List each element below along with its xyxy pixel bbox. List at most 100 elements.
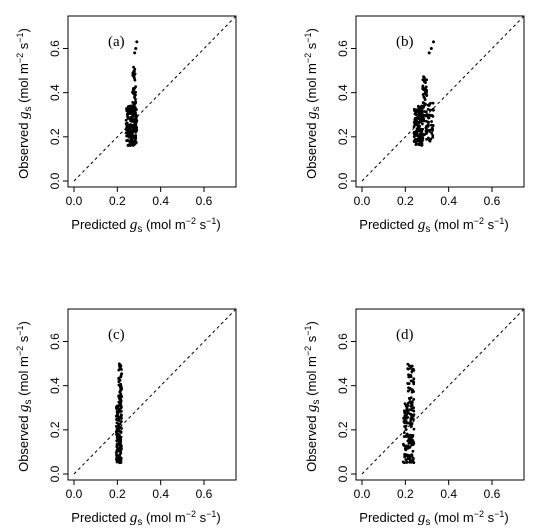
data-point: [404, 428, 408, 431]
data-point: [119, 438, 123, 441]
data-point: [132, 119, 136, 123]
data-point: [427, 136, 430, 140]
data-point: [409, 425, 413, 429]
data-point: [422, 104, 426, 108]
data-point: [116, 412, 119, 416]
data-point: [133, 78, 137, 82]
data-point: [427, 51, 431, 55]
data-point: [132, 73, 135, 77]
panel-label: (c): [108, 327, 125, 343]
data-point: [413, 109, 416, 113]
data-point: [411, 457, 415, 460]
data-point: [119, 375, 123, 379]
data-point: [120, 395, 124, 399]
x-tick-label: 0.2: [109, 194, 126, 208]
data-point: [407, 382, 411, 386]
data-point: [115, 454, 119, 458]
data-point: [116, 415, 120, 419]
data-point: [119, 406, 123, 410]
data-point: [432, 40, 435, 44]
plot-frame: [67, 15, 237, 188]
data-point: [412, 382, 416, 386]
data-point: [135, 114, 138, 118]
data-point: [431, 107, 435, 111]
scatter-panel-d: 0.0 0.0 0.2 0.2 0.4 0.4 0.6 0.6 (d) Predicted gs …: [303, 308, 525, 528]
data-point: [117, 440, 121, 444]
data-point: [417, 124, 421, 128]
data-point: [132, 113, 136, 117]
y-axis-label: Observed gs (mol m−2 s−1): [303, 321, 322, 472]
data-point: [405, 434, 409, 438]
data-point: [412, 397, 416, 401]
data-point: [411, 439, 414, 443]
data-point: [422, 119, 426, 123]
x-tick-label: 0.4: [152, 194, 169, 208]
data-point: [118, 422, 122, 426]
data-point: [404, 404, 408, 408]
data-point: [130, 135, 134, 139]
y-tick-label: 0.6: [336, 40, 350, 57]
data-point: [424, 85, 428, 89]
data-points: [114, 362, 124, 465]
data-point: [424, 79, 427, 82]
data-point: [119, 420, 123, 423]
data-point: [406, 389, 410, 393]
data-point: [410, 364, 414, 368]
data-point: [423, 98, 427, 102]
data-point: [417, 113, 421, 117]
y-tick-label: 0.4: [48, 377, 62, 394]
data-point: [126, 111, 130, 115]
data-point: [428, 108, 432, 112]
data-point: [420, 138, 424, 142]
panel-label: (d): [396, 327, 414, 343]
data-point: [406, 362, 410, 366]
data-point: [410, 453, 414, 457]
y-tick-label: 0.0: [336, 172, 350, 189]
data-point: [419, 107, 423, 111]
one-to-one-line: [73, 308, 237, 475]
data-point: [134, 100, 137, 103]
data-point: [428, 102, 432, 106]
data-point: [410, 370, 414, 374]
data-point: [416, 120, 420, 124]
data-point: [431, 101, 435, 105]
data-point: [406, 416, 410, 419]
data-point: [412, 409, 416, 413]
data-point: [134, 111, 137, 115]
data-point: [124, 128, 128, 132]
y-tick-label: 0.6: [48, 40, 62, 57]
y-tick-label: 0.4: [48, 84, 62, 101]
y-axis-label: Observed gs (mol m−2 s−1): [15, 28, 34, 179]
data-point: [428, 128, 432, 132]
data-point: [412, 135, 416, 139]
data-point: [421, 78, 425, 82]
data-point: [134, 137, 138, 140]
data-points: [401, 362, 416, 465]
data-point: [417, 110, 420, 114]
data-point: [421, 87, 425, 91]
data-point: [411, 415, 415, 418]
data-point: [430, 131, 434, 135]
data-point: [429, 47, 433, 50]
x-tick-label: 0.0: [66, 487, 83, 501]
x-axis-label: Predicted gs (mol m−2 s−1): [71, 509, 220, 528]
y-tick-label: 0.0: [48, 172, 62, 189]
data-point: [402, 409, 406, 413]
data-point: [430, 127, 434, 130]
data-point: [425, 88, 428, 92]
data-point: [115, 418, 118, 421]
data-point: [412, 120, 416, 124]
data-point: [117, 427, 120, 431]
data-point: [407, 375, 411, 378]
data-point: [133, 51, 137, 55]
data-point: [431, 135, 435, 139]
data-point: [413, 130, 416, 134]
data-point: [414, 143, 418, 147]
data-point: [415, 127, 419, 131]
scatter-panel-c: 0.0 0.0 0.2 0.2 0.4 0.4 0.6 0.6 (c) Predicted gs …: [15, 308, 237, 528]
data-point: [417, 139, 421, 143]
y-tick-label: 0.4: [336, 84, 350, 101]
data-point: [125, 109, 129, 112]
data-point: [403, 447, 407, 451]
data-point: [423, 102, 427, 105]
